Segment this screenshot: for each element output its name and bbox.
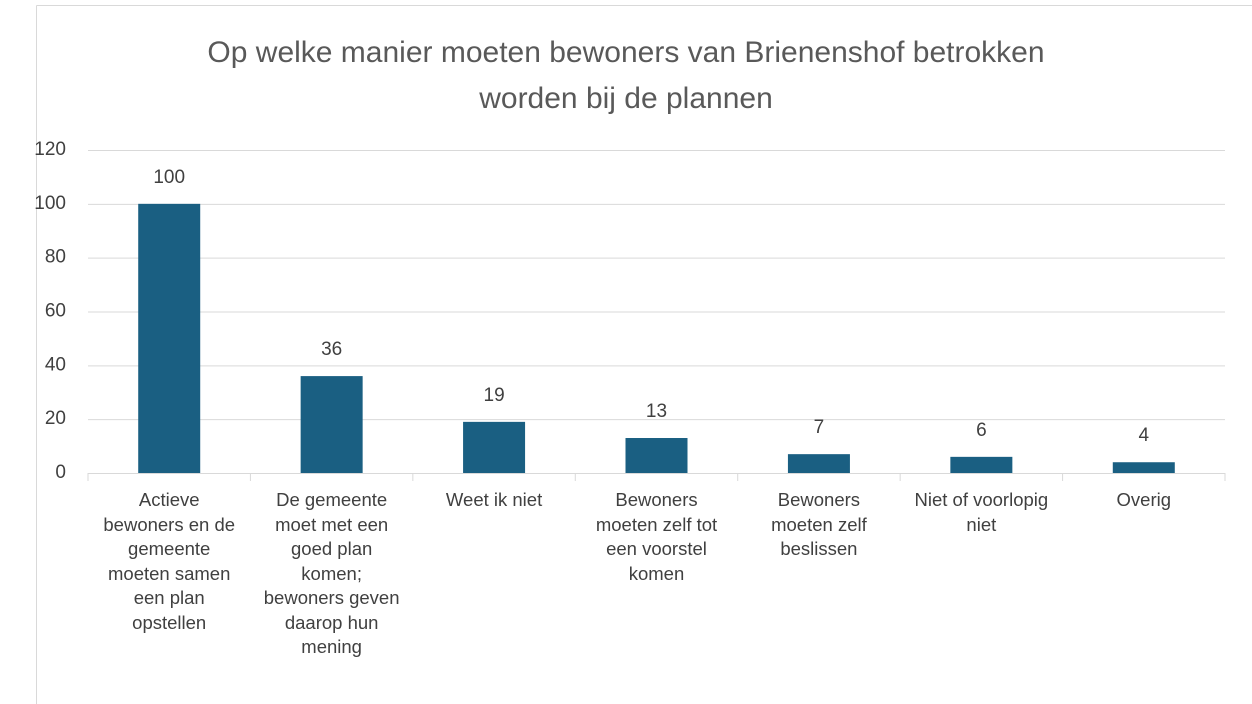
x-tick-label: De gemeente moet met een goed plan komen… [263,489,400,657]
y-tick-label: 120 [34,139,66,160]
x-tick-label: Bewoners moeten zelf tot een voorstel ko… [595,489,718,584]
value-label: 6 [976,420,987,441]
value-label: 7 [814,417,825,438]
x-tick-label: Niet of voorlopig niet [914,489,1049,535]
y-tick-label: 40 [45,354,66,375]
value-label: 36 [321,339,342,360]
x-tick-label: Weet ik niet [445,489,543,510]
value-label: 4 [1138,425,1149,446]
x-tick-label: Bewoners moeten zelf beslissen [771,489,867,559]
bar [463,421,526,473]
bar [787,454,850,473]
y-tick-label: 60 [45,301,66,322]
y-tick-label: 20 [45,408,66,429]
y-tick-label: 100 [34,193,66,214]
y-tick-label: 0 [55,462,66,483]
value-label: 100 [153,167,185,188]
value-label: 13 [646,401,667,422]
bar [625,438,688,473]
bar [138,203,201,474]
bar [950,456,1013,473]
bar [300,376,363,473]
value-label: 19 [484,385,505,406]
bar [1112,462,1175,473]
chart-title: Op welke manier moeten bewoners van Brie… [207,36,1045,115]
y-tick-label: 80 [45,247,66,268]
x-tick-label: Actieve bewoners en de gemeente moeten s… [103,489,236,633]
x-tick-label: Overig [1116,489,1172,510]
